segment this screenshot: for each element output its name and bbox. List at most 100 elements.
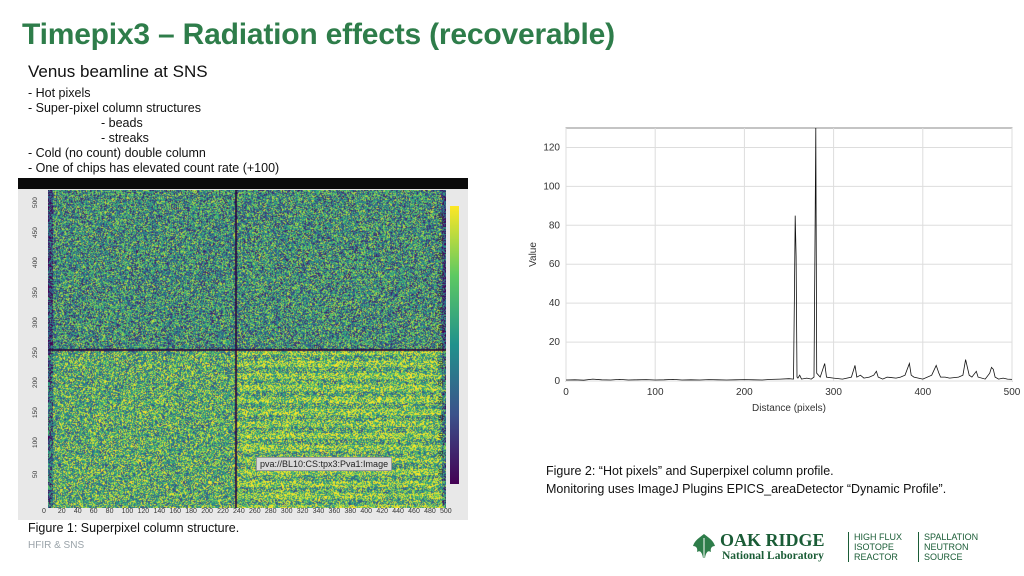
colorbar-tick: 55 [438,378,445,386]
bullet-hot-pixels: - Hot pixels [28,86,91,100]
x-tick-label: 400 [914,387,931,398]
heatmap-x-tick: 120 [137,508,150,515]
hfir-line3: REACTOR [854,552,898,562]
bullet-superpixel-columns: - Super-pixel column structures [28,101,201,115]
heatmap-x-tick: 160 [169,508,182,515]
heatmap-x-tick: 420 [376,508,388,515]
image-window-bar [18,178,468,189]
detector-count-heatmap [48,190,446,508]
heatmap-x-tick: 140 [153,508,166,515]
figure2-caption: Figure 2: “Hot pixels” and Superpixel co… [546,462,946,498]
y-tick-label: 60 [549,259,561,270]
profile-series-line [565,127,1013,381]
heatmap-y-tick: 400 [32,257,39,268]
heatmap-x-tick: 480 [424,508,436,515]
heatmap-x-tick: 260 [248,508,261,515]
colorbar-tick: 90 [438,252,445,260]
heatmap-y-tick: 450 [32,227,39,238]
heatmap-x-tick: 60 [89,508,98,515]
figure2-caption-line2: Monitoring uses ImageJ Plugins EPICS_are… [546,482,947,496]
y-axis-label: Value [528,242,539,267]
hfir-line2: ISOTOPE [854,542,894,552]
y-tick-label: 40 [549,298,561,309]
hfir-line1: HIGH FLUX [854,532,903,542]
colorbar-tick: 100 [438,213,445,224]
logo-name-line2: National Laboratory [722,550,824,562]
heatmap-y-tick: 50 [32,470,39,478]
heatmap-y-tick: 500 [32,197,39,208]
sns-line2: NEUTRON [924,542,969,552]
heatmap-x-tick: 380 [344,508,357,515]
colorbar-tick: 35 [438,450,445,458]
heatmap-colorbar [450,206,459,484]
x-tick-label: 0 [563,387,569,398]
heatmap-x-tick: 300 [280,508,293,515]
colorbar-tick: 80 [438,288,445,296]
x-tick-label: 300 [825,387,842,398]
heatmap-x-tick: 40 [73,508,82,515]
heatmap-x-tick: 500 [440,508,452,515]
logo-divider-2 [918,532,919,562]
bullet-elevated-count-chip: - One of chips has elevated count rate (… [28,161,280,175]
figure1-caption: Figure 1: Superpixel column structure. [28,521,240,535]
heatmap-x-tick: 340 [312,508,325,515]
colorbar-tick: 30 [438,468,445,476]
heatmap-x-tick: 440 [392,508,404,515]
heatmap-x-tick: 220 [217,508,229,515]
colorbar-tick: 75 [438,306,445,314]
x-tick-label: 200 [736,387,753,398]
heatmap-y-tick: 250 [32,347,39,358]
superpixel-heatmap-image: 500 450 400 350 300 250 200 150 100 50 0 20 40 60 80 1… [18,178,468,520]
heatmap-x-tick: 280 [264,508,277,515]
heatmap-x-tick: 200 [201,508,213,515]
colorbar-tick: 65 [438,342,445,350]
sns-line1: SPALLATION [924,532,979,542]
ornl-logo: OAK RIDGE National Laboratory HIGH FLUX … [690,530,1010,570]
y-tick-label: 120 [543,142,560,153]
x-tick-label: 100 [647,387,664,398]
heatmap-x-tick: 400 [360,508,373,515]
heatmap-y-tick: 200 [32,377,39,388]
colorbar-tick: 45 [438,414,445,422]
figure2-caption-line1: Figure 2: “Hot pixels” and Superpixel co… [546,464,834,478]
oak-leaf-icon [693,534,715,558]
heatmap-y-tick: 150 [32,407,39,418]
heatmap-x-tick: 0 [42,508,46,515]
y-tick-label: 20 [549,337,561,348]
slide-title: Timepix3 – Radiation effects (recoverabl… [22,18,615,51]
slide-subtitle: Venus beamline at SNS [28,62,208,81]
heatmap-x-tick: 20 [57,508,66,515]
plot-area [565,127,1013,382]
heatmap-x-tick: 80 [105,508,114,515]
bullet-streaks: - streaks [101,131,149,145]
logo-divider [848,532,849,562]
heatmap-x-tick: 240 [233,508,245,515]
colorbar-tick: 50 [438,396,445,404]
column-profile-chart: 0 100 200 300 400 500 0 20 40 60 80 100 120 Distance … [528,127,1020,414]
y-tick-label: 100 [543,181,560,192]
x-tick-label: 500 [1004,387,1020,398]
colorbar-tick: 95 [438,234,445,242]
heatmap-y-tick: 100 [32,437,39,448]
heatmap-x-tick: 180 [185,508,197,515]
heatmap-x-tick: 100 [121,508,134,515]
sns-text: SPALLATION NEUTRON SOURCE [924,532,978,562]
x-axis-label: Distance (pixels) [752,403,826,414]
heatmap-x-tick: 360 [328,508,341,515]
footer-text: HFIR & SNS [28,540,85,551]
bullet-beads: - beads [101,116,143,130]
colorbar-tick: 85 [438,270,445,278]
y-tick-label: 0 [554,376,560,387]
logo-name-line1: OAK RIDGE [720,530,825,550]
colorbar-tick: 70 [438,324,445,332]
hfir-text: HIGH FLUX ISOTOPE REACTOR [854,532,902,562]
heatmap-y-tick: 350 [32,287,39,298]
colorbar-tick: 40 [438,432,445,440]
pv-source-label: pva://BL10:CS:tpx3:Pva1:Image [256,457,393,471]
heatmap-x-tick: 320 [296,508,309,515]
heatmap-y-tick: 300 [32,317,39,328]
colorbar-tick: 60 [438,360,445,368]
y-tick-label: 80 [549,220,561,231]
bullet-cold-double-column: - Cold (no count) double column [28,146,206,160]
heatmap-x-tick: 460 [408,508,420,515]
